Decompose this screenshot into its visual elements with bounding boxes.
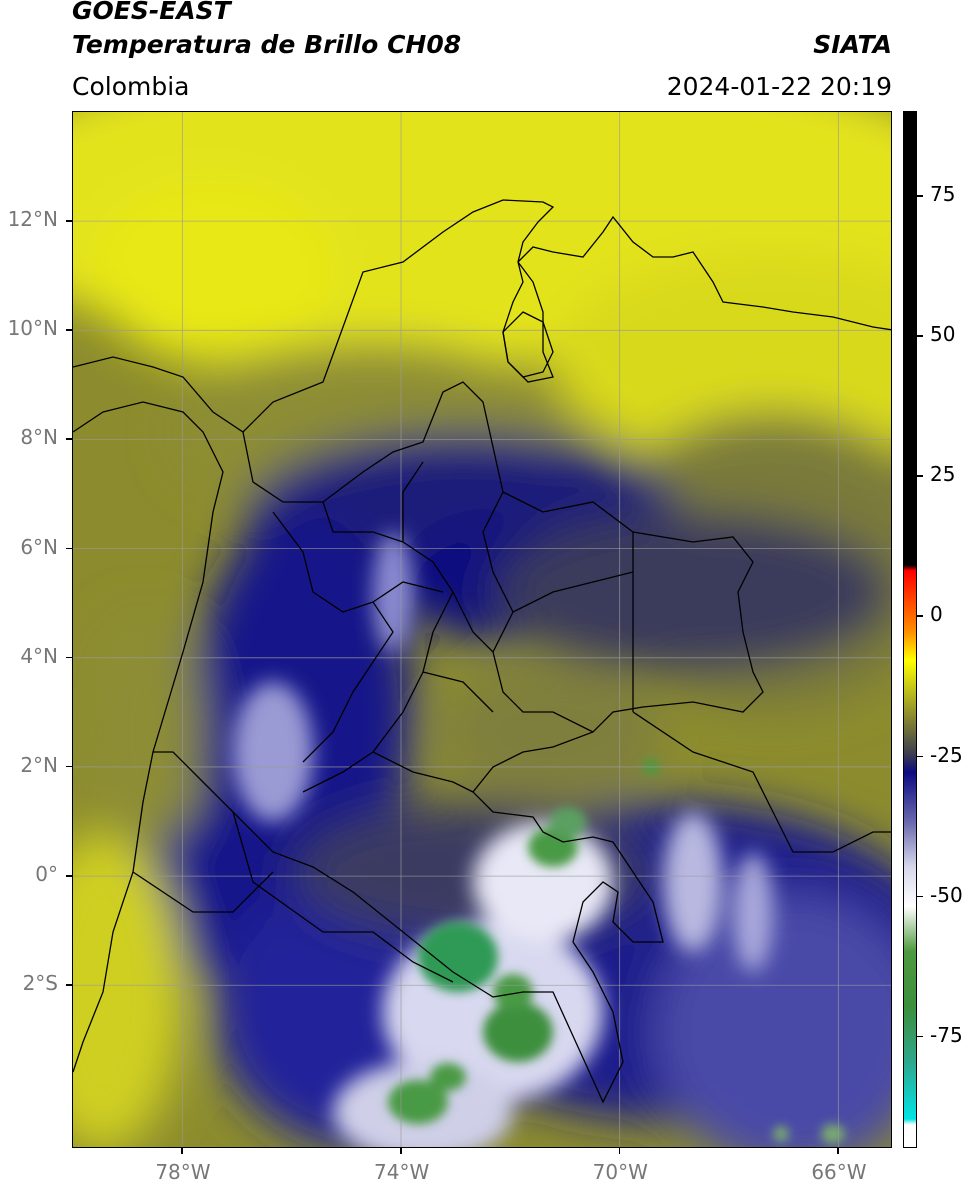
lat-tick-mark xyxy=(66,765,72,768)
peru-border xyxy=(232,811,454,983)
colorbar xyxy=(903,111,917,1148)
lat-tick-label: 6°N xyxy=(20,534,58,559)
colorbar-tick-label: 75 xyxy=(930,182,956,207)
lat-tick-label: 4°N xyxy=(20,643,58,668)
colorbar-tick-label: 25 xyxy=(930,462,956,487)
lat-tick-label: 0° xyxy=(35,862,58,887)
convective-cores xyxy=(388,759,845,1144)
lake-maracaibo xyxy=(502,311,554,378)
lat-tick-mark xyxy=(66,656,72,659)
satellite-title: GOES-EAST xyxy=(72,0,231,25)
source-label: SIATA xyxy=(813,30,892,59)
borders-and-coastlines xyxy=(73,199,891,1104)
colorbar-tick-label: 0 xyxy=(930,602,943,627)
lat-tick-mark xyxy=(66,984,72,986)
lon-tick-label: 66°W xyxy=(811,1160,867,1184)
colorbar-tick-label: -25 xyxy=(930,742,963,767)
lon-tick-label: 78°W xyxy=(155,1160,211,1184)
lat-tick-label: 8°N xyxy=(20,425,58,450)
colorbar-tick-mark xyxy=(917,895,923,898)
lat-tick-mark xyxy=(66,547,72,550)
gridlines xyxy=(73,112,891,1147)
ecuador-border xyxy=(132,871,274,913)
lat-tick-label: 2°N xyxy=(20,752,58,777)
lon-tick-mark xyxy=(400,1148,402,1154)
colorbar-tick-mark xyxy=(917,1035,923,1038)
datetime-label: 2024-01-22 20:19 xyxy=(666,72,892,101)
colorbar-tick-mark xyxy=(917,755,923,758)
colorbar-tick-label: -50 xyxy=(930,882,963,907)
lat-tick-label: 10°N xyxy=(7,316,58,341)
lat-tick-mark xyxy=(66,875,72,877)
region-label: Colombia xyxy=(72,72,190,101)
lon-tick-mark xyxy=(181,1148,183,1154)
colorbar-tick-mark xyxy=(917,475,923,477)
colorbar-tick-label: -75 xyxy=(930,1022,963,1047)
colorbar-tick-label: 50 xyxy=(930,322,956,347)
colorbar-tick-mark xyxy=(917,615,923,617)
lat-tick-mark xyxy=(66,329,72,331)
lat-tick-mark xyxy=(66,220,72,222)
pacific-coastline xyxy=(73,401,224,1073)
department-boundaries xyxy=(272,461,634,793)
lon-tick-label: 74°W xyxy=(374,1160,430,1184)
lat-tick-mark xyxy=(66,438,72,440)
caribbean-coastline xyxy=(73,199,891,433)
lon-tick-label: 70°W xyxy=(592,1160,648,1184)
lat-tick-label: 2°S xyxy=(22,971,58,996)
map-svg xyxy=(73,112,891,1147)
lat-tick-label: 12°N xyxy=(7,207,58,232)
brazil-border xyxy=(632,711,891,853)
brightness-temperature-map xyxy=(72,111,892,1148)
lon-tick-mark xyxy=(618,1148,621,1154)
colorbar-tick-mark xyxy=(917,195,923,197)
colorbar-tick-mark xyxy=(917,335,923,337)
product-title: Temperatura de Brillo CH08 xyxy=(72,30,462,59)
lon-tick-mark xyxy=(837,1148,839,1154)
